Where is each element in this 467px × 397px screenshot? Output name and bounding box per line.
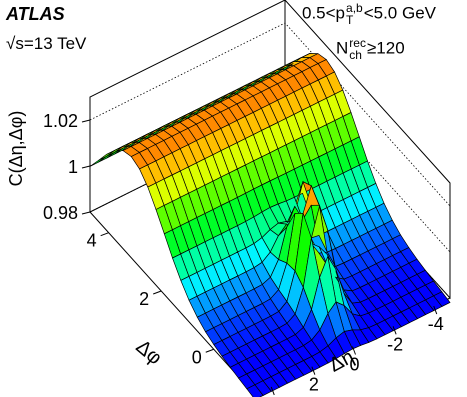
experiment-label: ATLAS — [6, 4, 65, 24]
surface-cell — [89, 156, 107, 167]
y-tick — [205, 348, 214, 353]
y-axis-label: Δφ — [132, 336, 166, 370]
pt-cut-sup: a,b — [346, 1, 363, 15]
z-tick — [81, 211, 91, 215]
x-tick — [311, 366, 316, 375]
x-tick-label: 0 — [349, 355, 359, 375]
x-tick — [352, 346, 356, 355]
floor-edge-left — [89, 211, 256, 396]
y-tick-label: 0 — [192, 347, 202, 367]
x-tick — [270, 386, 275, 396]
z-axis-label: C(Δη,Δφ) — [6, 111, 26, 187]
pt-cut-sub: T — [346, 13, 354, 27]
x-tick-label: 2 — [309, 375, 319, 395]
nch-cut-main: N — [336, 38, 349, 58]
x-tick — [392, 326, 397, 335]
surface-mesh — [89, 53, 451, 397]
y-tick — [153, 290, 162, 295]
z-tick — [81, 165, 91, 169]
z-tick-label: 0.98 — [43, 203, 78, 223]
x-tick — [433, 305, 438, 315]
pt-cut-label: 0.5<p a,b T <5.0 GeV — [302, 2, 436, 26]
y-tick-label: 2 — [139, 289, 149, 309]
z-tick — [81, 119, 91, 123]
nch-cut-sub: ch — [349, 48, 362, 62]
z-tick-label: 1.02 — [43, 111, 78, 131]
surface-cell — [246, 384, 264, 397]
pt-cut-prefix: 0.5<p — [302, 3, 346, 23]
pt-cut-suffix: <5.0 GeV — [363, 3, 437, 23]
nch-cut-sup: rec — [349, 36, 366, 50]
y-tick — [100, 232, 109, 237]
z-tick-label: 1 — [68, 157, 78, 177]
x-tick-label: -2 — [387, 334, 403, 354]
x-tick-label: 4 — [268, 395, 278, 397]
z-gridline-2 — [89, 22, 451, 207]
y-tick-label: 4 — [87, 231, 97, 251]
energy-label: √s=13 TeV — [6, 34, 87, 53]
nch-cut-suffix: ≥120 — [366, 38, 405, 58]
x-tick-label: -4 — [428, 314, 444, 334]
